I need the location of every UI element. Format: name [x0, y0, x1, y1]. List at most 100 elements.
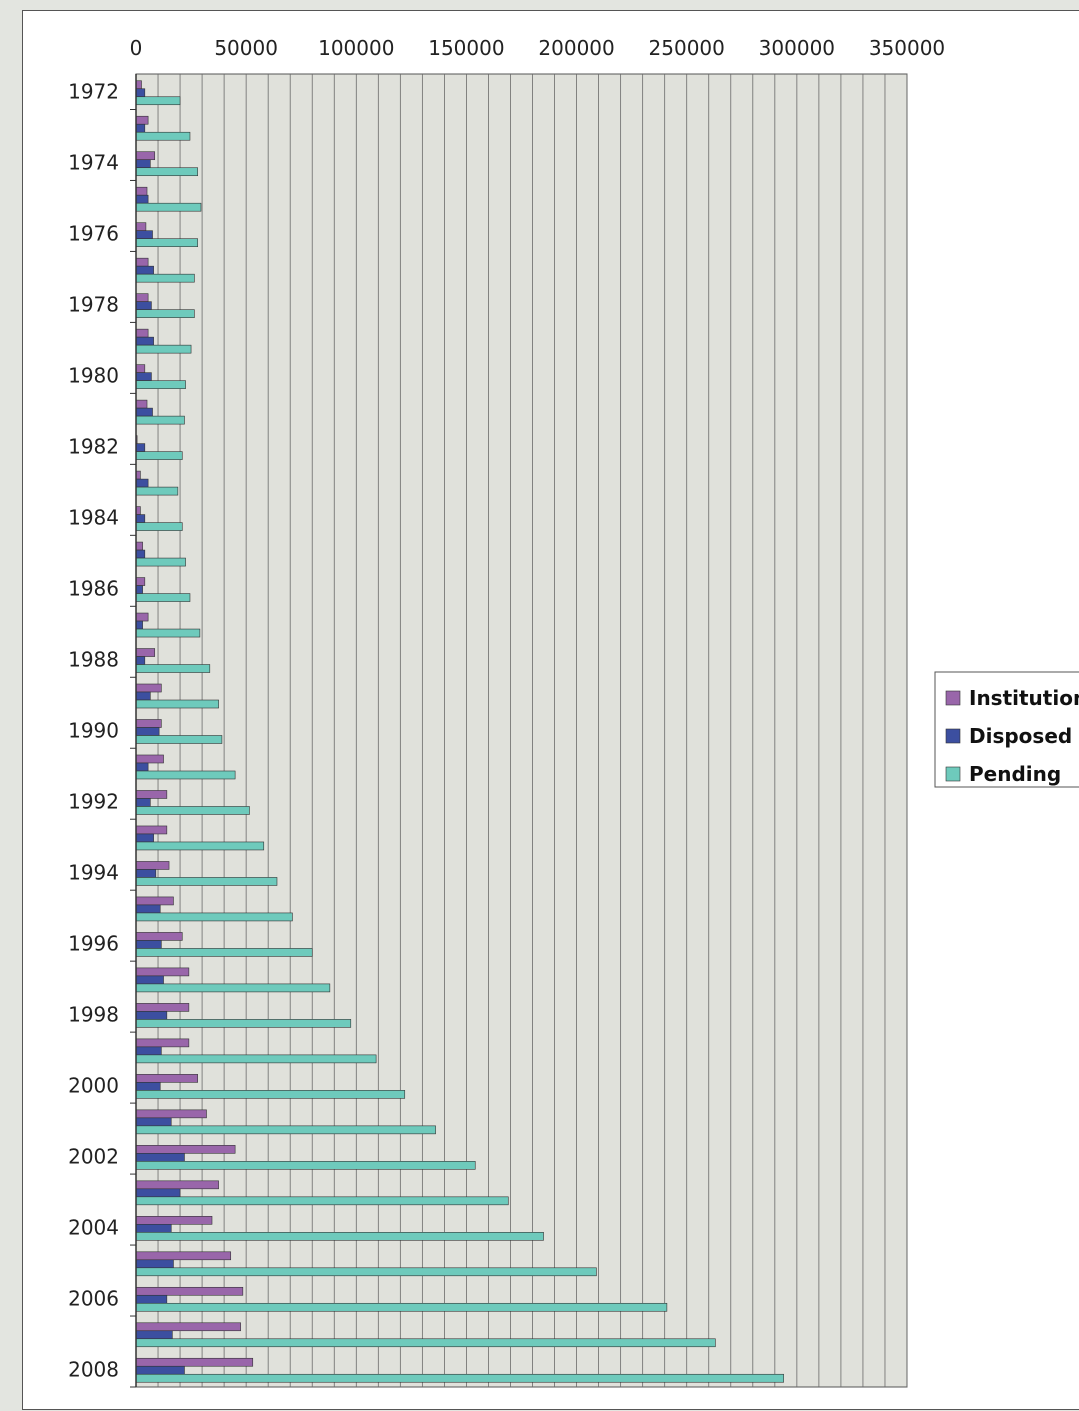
y-tick-labels: 1972 1974 1976 1978 1980 1982 1984 1986 1988 1990… [68, 80, 136, 1388]
bar-disposed-of-1982 [135, 443, 146, 452]
y-tick-label: 2006 [68, 1286, 119, 1310]
bar-institution-1988 [135, 648, 156, 657]
bar-institution-1993 [135, 825, 168, 835]
bar-disposed-of-1972 [135, 88, 146, 98]
y-tick-label: 1986 [68, 577, 119, 601]
bar-disposed-of-1973 [135, 123, 146, 133]
legend: Institution Disposed of Pending [934, 671, 1079, 788]
bar-disposed-of-2008 [135, 1365, 185, 1375]
bar-institution-1972 [135, 80, 142, 90]
legend-label-institution: Institution [969, 686, 1079, 710]
bar-institution-1975 [135, 186, 148, 196]
y-tick-label: 1988 [68, 648, 119, 672]
bar-institution-2004 [135, 1216, 213, 1225]
bar-disposed-of-1981 [135, 407, 153, 417]
bar-disposed-of-2000 [135, 1082, 161, 1091]
bar-institution-1985 [135, 541, 143, 551]
bar-disposed-of-1974 [135, 159, 151, 169]
y-tick-label: 1972 [68, 80, 119, 104]
plot-area [135, 73, 908, 1388]
bar-pending-1987 [135, 628, 201, 638]
bar-chart: 0 50000 100000 150000 200000 250000 300000 3500… [68, 36, 1079, 1388]
bar-pending-2005 [135, 1267, 597, 1277]
x-tick-label: 100000 [318, 36, 394, 60]
bar-disposed-of-1998 [135, 1011, 168, 1020]
bar-disposed-of-1986 [135, 585, 143, 594]
bar-pending-2003 [135, 1196, 509, 1206]
bar-pending-1997 [135, 983, 331, 993]
y-tick-label: 2002 [68, 1144, 119, 1168]
bar-pending-2002 [135, 1161, 476, 1170]
bar-pending-1973 [135, 131, 191, 141]
bar-pending-1974 [135, 167, 198, 177]
bar-pending-1978 [135, 309, 195, 318]
bar-disposed-of-1976 [135, 230, 153, 239]
x-tick-label: 150000 [428, 36, 504, 60]
x-tick-label: 0 [130, 36, 143, 60]
bar-disposed-of-1979 [135, 336, 154, 346]
bar-institution-1981 [135, 399, 148, 409]
y-tick-label: 1994 [68, 860, 119, 884]
bar-pending-2001 [135, 1125, 436, 1135]
bar-disposed-of-1995 [135, 904, 161, 914]
y-tick-label: 2008 [68, 1357, 119, 1381]
bar-pending-1984 [135, 522, 183, 531]
bar-pending-1993 [135, 841, 265, 851]
bar-disposed-of-2006 [135, 1294, 168, 1304]
bar-pending-1992 [135, 806, 250, 815]
bar-institution-2001 [135, 1109, 207, 1119]
legend-swatch-pending [945, 766, 961, 782]
bar-pending-2008 [135, 1373, 784, 1383]
bar-disposed-of-1992 [135, 798, 151, 807]
x-tick-label: 350000 [869, 36, 945, 60]
y-tick-label: 2004 [68, 1215, 119, 1239]
bar-disposed-of-1977 [135, 265, 154, 275]
bar-pending-1979 [135, 344, 192, 354]
y-tick-label: 1992 [68, 789, 119, 813]
bar-disposed-of-1993 [135, 833, 154, 843]
bar-disposed-of-1996 [135, 940, 162, 949]
bar-disposed-of-1994 [135, 869, 157, 878]
bar-disposed-of-1990 [135, 727, 160, 736]
bar-pending-1986 [135, 593, 191, 602]
y-tick-label: 1990 [68, 719, 119, 743]
bar-institution-1986 [135, 577, 146, 586]
legend-label-disposed-of: Disposed of [969, 724, 1079, 748]
x-tick-label: 300000 [759, 36, 835, 60]
bar-institution-1999 [135, 1038, 190, 1048]
legend-label-pending: Pending [969, 762, 1061, 786]
bar-pending-1996 [135, 948, 313, 957]
bar-pending-1976 [135, 238, 198, 247]
bar-pending-1981 [135, 415, 185, 425]
bar-institution-1998 [135, 1003, 190, 1012]
bar-pending-1994 [135, 877, 278, 886]
y-tick-label: 1996 [68, 931, 119, 955]
bar-disposed-of-2001 [135, 1117, 172, 1127]
bar-disposed-of-1989 [135, 691, 151, 701]
bar-institution-1987 [135, 612, 149, 622]
y-tick-label: 2000 [68, 1073, 119, 1097]
bar-pending-1972 [135, 96, 181, 106]
bar-disposed-of-2005 [135, 1259, 174, 1269]
bar-pending-1995 [135, 912, 293, 922]
bar-pending-1991 [135, 770, 236, 780]
bar-institution-1991 [135, 754, 164, 764]
y-tick-label: 1998 [68, 1002, 119, 1026]
legend-swatch-institution [945, 690, 961, 706]
bar-disposed-of-1980 [135, 372, 152, 381]
bar-institution-2008 [135, 1357, 254, 1367]
bar-pending-1988 [135, 664, 211, 673]
bar-pending-1998 [135, 1019, 352, 1028]
bar-pending-2007 [135, 1338, 716, 1348]
bar-disposed-of-1999 [135, 1046, 162, 1056]
bar-institution-1978 [135, 293, 149, 302]
bar-pending-1983 [135, 486, 179, 496]
bar-pending-2006 [135, 1302, 668, 1312]
y-tick-label: 1976 [68, 222, 119, 246]
bar-pending-2000 [135, 1090, 406, 1099]
bar-pending-1980 [135, 380, 186, 389]
legend-swatch-disposed-of [945, 728, 961, 744]
bar-disposed-of-2004 [135, 1224, 172, 1233]
bar-institution-1977 [135, 257, 149, 267]
bar-institution-2003 [135, 1180, 219, 1190]
